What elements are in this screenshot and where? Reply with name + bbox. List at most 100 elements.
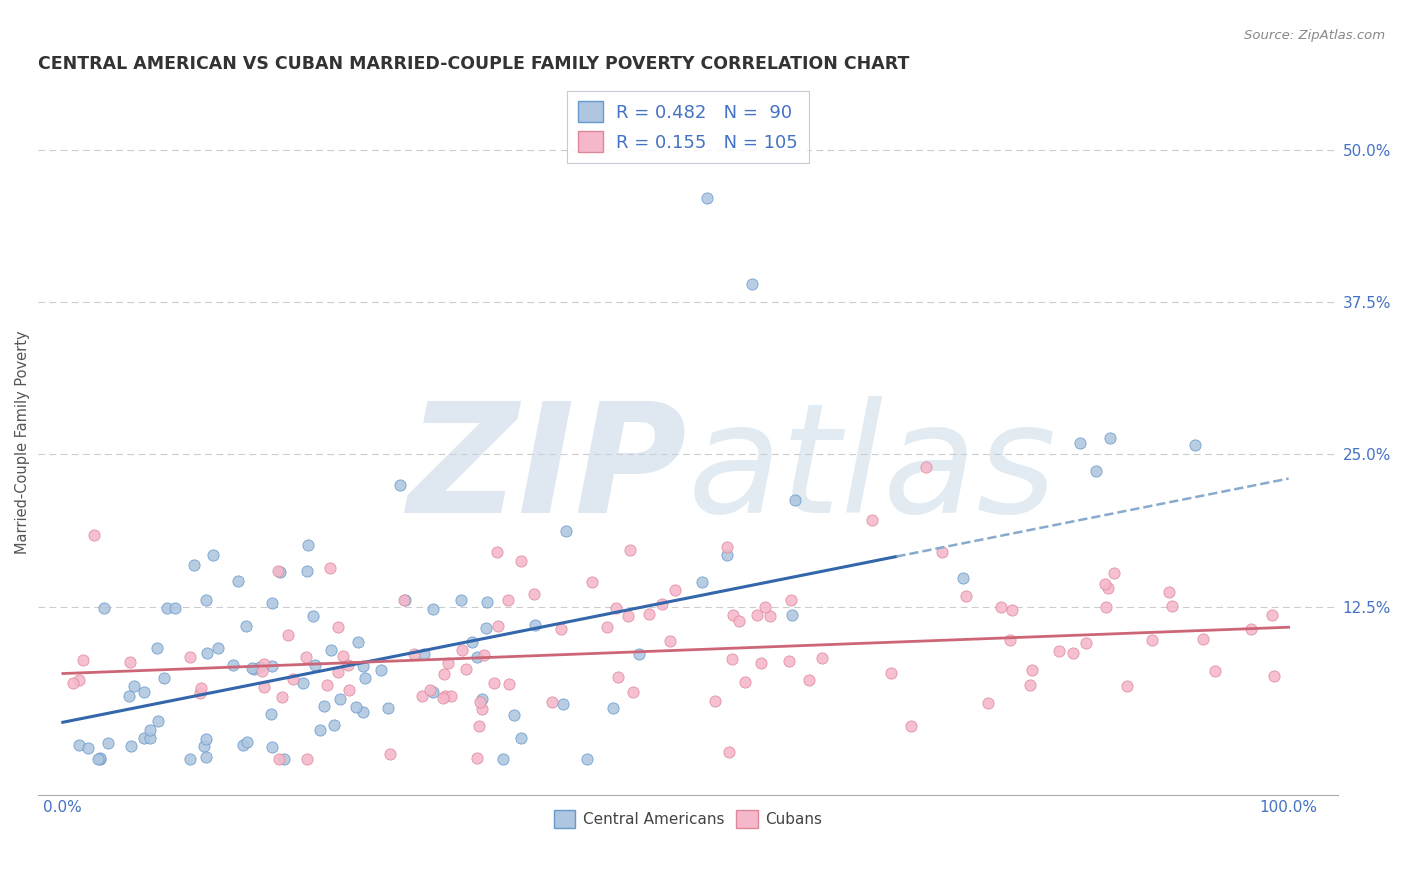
Point [1021,663,1043,677]
Point [703,694,725,708]
Point [510,731,533,746]
Point [179,650,201,665]
Point [156,600,179,615]
Point [484,676,506,690]
Point [277,628,299,642]
Point [235,619,257,633]
Point [716,540,738,554]
Point [1161,599,1184,613]
Point [471,701,494,715]
Point [190,681,212,695]
Point [326,620,349,634]
Point [253,680,276,694]
Point [319,643,342,657]
Point [145,641,167,656]
Point [754,599,776,614]
Point [194,749,217,764]
Point [1140,632,1163,647]
Point [745,607,768,622]
Point [188,686,211,700]
Point [295,752,318,766]
Point [87,752,110,766]
Point [118,690,141,704]
Point [617,608,640,623]
Point [394,593,416,607]
Point [195,646,218,660]
Point [553,697,575,711]
Point [326,665,349,680]
Point [323,718,346,732]
Point [195,732,218,747]
Point [413,647,436,661]
Point [262,739,284,754]
Point [596,620,619,634]
Point [262,596,284,610]
Point [524,617,547,632]
Point [422,601,444,615]
Point [619,542,641,557]
Point [1102,566,1125,581]
Point [236,735,259,749]
Point [352,658,374,673]
Point [1204,664,1226,678]
Point [243,662,266,676]
Point [267,564,290,578]
Point [602,701,624,715]
Point [785,493,807,508]
Point [314,699,336,714]
Point [179,752,201,766]
Point [252,664,274,678]
Point [496,592,519,607]
Point [468,695,491,709]
Point [696,191,718,205]
Point [509,554,531,568]
Point [249,660,271,674]
Point [93,600,115,615]
Point [67,673,90,687]
Point [450,643,472,657]
Point [782,607,804,622]
Point [295,565,318,579]
Point [132,685,155,699]
Point [262,659,284,673]
Point [389,478,412,492]
Point [292,675,315,690]
Point [734,675,756,690]
Point [1240,622,1263,636]
Point [1263,669,1285,683]
Point [332,648,354,663]
Point [471,692,494,706]
Point [1184,438,1206,452]
Point [475,595,498,609]
Point [378,747,401,762]
Point [432,690,454,705]
Point [67,738,90,752]
Point [202,548,225,562]
Point [240,661,263,675]
Point [758,609,780,624]
Point [880,666,903,681]
Point [297,538,319,552]
Point [931,545,953,559]
Point [486,545,509,559]
Text: Source: ZipAtlas.com: Source: ZipAtlas.com [1244,29,1385,42]
Point [337,683,360,698]
Point [226,574,249,588]
Point [1000,633,1022,648]
Point [555,524,578,539]
Point [89,751,111,765]
Point [302,609,325,624]
Point [419,683,441,698]
Point [1192,632,1215,646]
Point [728,614,751,628]
Point [721,608,744,623]
Point [120,739,142,753]
Text: ZIP: ZIP [408,396,688,545]
Point [1062,647,1084,661]
Point [456,662,478,676]
Point [607,670,630,684]
Point [605,600,627,615]
Point [370,663,392,677]
Point [1069,436,1091,450]
Point [433,689,456,703]
